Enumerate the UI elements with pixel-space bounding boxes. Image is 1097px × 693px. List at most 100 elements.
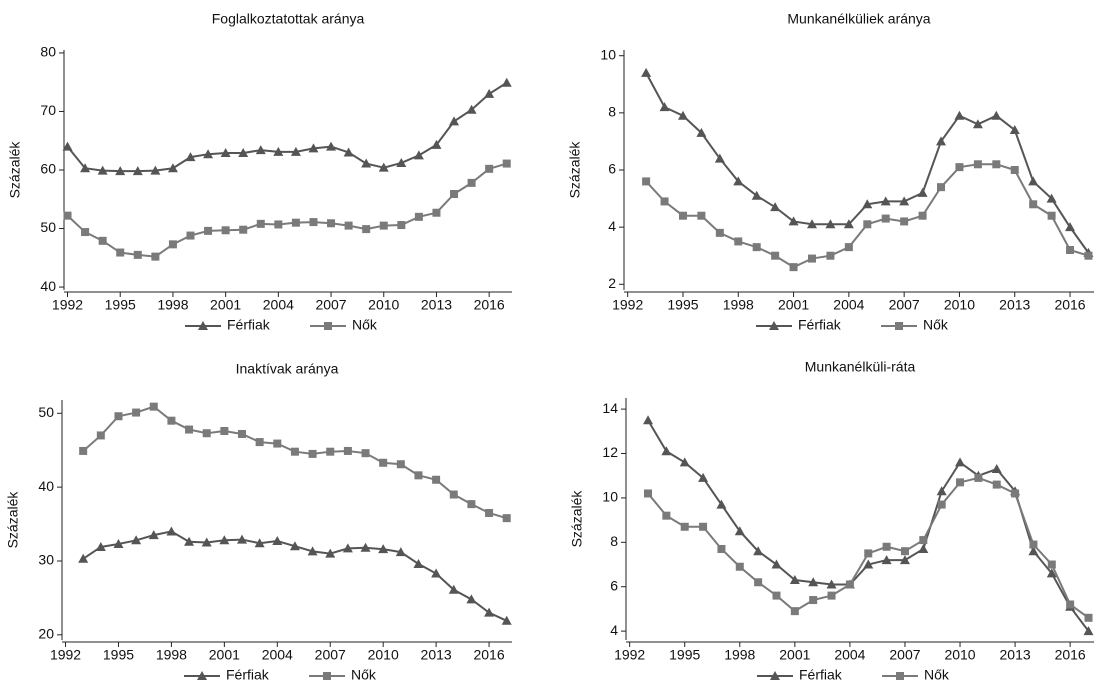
- x-tick-label: 2010: [944, 647, 975, 663]
- data-point: [790, 607, 799, 616]
- data-point: [1046, 568, 1057, 578]
- x-tick-label: 1995: [103, 647, 134, 663]
- legend-label: Férfiak: [227, 317, 271, 333]
- x-tick-label: 2016: [1055, 647, 1086, 663]
- data-point: [466, 594, 477, 604]
- data-point: [79, 446, 88, 455]
- data-point: [151, 252, 160, 261]
- data-point: [642, 177, 651, 186]
- series-line: [82, 405, 507, 520]
- data-point: [699, 522, 708, 531]
- data-point: [414, 212, 423, 221]
- x-tick-label: 2016: [473, 647, 504, 663]
- data-point: [80, 163, 91, 173]
- data-point: [659, 102, 670, 112]
- data-point: [734, 526, 745, 536]
- x-tick-label: 1992: [50, 647, 81, 663]
- x-tick-label: 2001: [210, 297, 241, 313]
- data-point: [220, 148, 231, 158]
- x-tick-label: 1995: [667, 297, 698, 313]
- data-point: [714, 153, 725, 163]
- data-point: [900, 547, 909, 556]
- legend-marker: [197, 671, 207, 680]
- data-point: [449, 116, 460, 126]
- data-point: [291, 218, 300, 227]
- data-point: [379, 458, 388, 467]
- data-point: [826, 579, 837, 589]
- data-point: [991, 110, 1002, 120]
- data-point: [167, 163, 178, 173]
- y-tick-label: 40: [40, 278, 56, 294]
- data-point: [448, 584, 459, 594]
- data-point: [809, 596, 818, 605]
- data-point: [485, 508, 494, 517]
- x-tick-label: 1995: [105, 297, 136, 313]
- series-line: [66, 81, 508, 173]
- x-tick-label: 1992: [612, 297, 643, 313]
- data-point: [95, 541, 106, 551]
- y-axis-label: Százalék: [7, 141, 23, 199]
- data-point: [881, 214, 890, 223]
- data-point: [221, 226, 230, 235]
- data-point: [308, 143, 319, 153]
- y-axis-label: Százalék: [569, 490, 585, 548]
- data-point: [1029, 540, 1038, 549]
- data-point: [936, 136, 947, 146]
- data-point: [900, 217, 909, 226]
- data-point: [917, 187, 928, 197]
- data-point: [204, 226, 213, 235]
- x-tick-label: 2013: [421, 647, 452, 663]
- y-tick-label: 12: [602, 444, 618, 460]
- y-tick-label: 4: [610, 622, 618, 638]
- data-point: [396, 157, 407, 167]
- legend-label: Nők: [351, 667, 377, 683]
- data-point: [431, 139, 442, 149]
- data-point: [116, 248, 125, 257]
- data-point: [1047, 211, 1056, 220]
- data-point: [677, 110, 688, 120]
- data-point: [131, 535, 142, 545]
- data-point: [734, 237, 743, 246]
- data-point: [150, 165, 161, 175]
- data-point: [467, 500, 476, 509]
- data-point: [1083, 626, 1094, 636]
- x-tick-label: 2004: [263, 297, 294, 313]
- y-tick-label: 6: [608, 161, 616, 177]
- data-point: [992, 160, 1001, 169]
- data-point: [788, 216, 799, 226]
- data-point: [1066, 600, 1075, 609]
- data-point: [936, 486, 947, 496]
- chart-title: Foglalkoztatottak aránya: [212, 11, 365, 27]
- data-point: [466, 104, 477, 114]
- chart-title: Munkanélküli-ráta: [805, 359, 916, 375]
- x-tick-label: 2007: [315, 297, 346, 313]
- data-point: [326, 141, 337, 151]
- data-point: [239, 225, 248, 234]
- legend-marker: [769, 321, 779, 330]
- y-tick-label: 20: [38, 626, 54, 642]
- legend-marker: [770, 671, 780, 680]
- x-tick-label: 1998: [723, 297, 754, 313]
- data-point: [413, 150, 424, 160]
- legend-label: Nők: [924, 667, 950, 683]
- data-point: [937, 500, 946, 509]
- legend-label: Nők: [352, 317, 378, 333]
- data-point: [754, 578, 763, 587]
- data-point: [992, 480, 1001, 489]
- data-point: [918, 211, 927, 220]
- data-point: [362, 225, 371, 234]
- y-tick-label: 4: [608, 218, 616, 234]
- data-point: [326, 447, 335, 456]
- data-point: [662, 511, 671, 520]
- data-point: [396, 460, 405, 469]
- data-point: [771, 559, 782, 569]
- y-tick-label: 50: [40, 219, 56, 235]
- data-point: [698, 472, 709, 482]
- data-point: [203, 149, 214, 159]
- x-tick-label: 1998: [157, 297, 188, 313]
- data-point: [955, 163, 964, 172]
- data-point: [272, 536, 283, 546]
- x-tick-label: 2010: [368, 647, 399, 663]
- data-point: [751, 190, 762, 200]
- data-point: [343, 147, 354, 157]
